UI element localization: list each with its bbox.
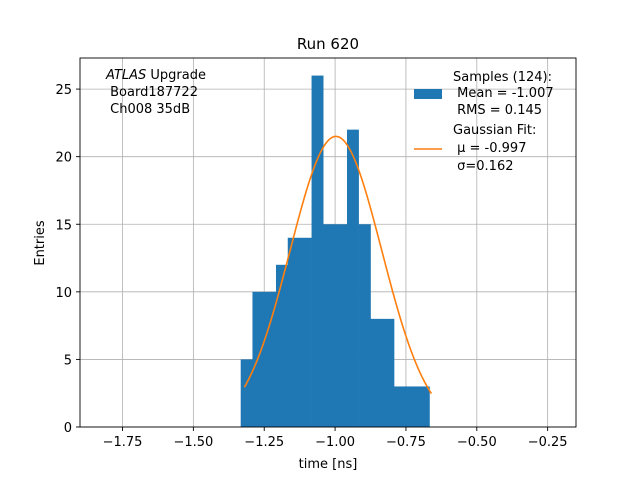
y-tick-label: 25 <box>55 83 72 98</box>
histogram-bar <box>370 318 383 427</box>
y-tick-label: 5 <box>64 353 72 368</box>
histogram-bar <box>287 237 300 427</box>
annotation-atlas: ATLAS <box>105 68 146 83</box>
legend-histogram-swatch <box>414 89 442 99</box>
y-axis-ticks: 0 5 10 15 20 25 <box>55 83 80 436</box>
x-tick-label: −0.50 <box>457 435 497 450</box>
x-tick-label: −0.25 <box>528 435 568 450</box>
x-tick-label: −1.75 <box>103 435 143 450</box>
x-tick-label: −1.25 <box>244 435 284 450</box>
histogram-bar <box>264 291 277 427</box>
legend-fit-line-1: Gaussian Fit: <box>453 123 536 138</box>
x-tick-label: −1.00 <box>315 435 355 450</box>
x-axis-ticks: −1.75 −1.50 −1.25 −1.00 −0.75 −0.50 −0.25 <box>103 427 568 450</box>
legend-hist-line-3: RMS = 0.145 <box>453 103 542 118</box>
annotation-line-2: Board187722 <box>106 85 198 100</box>
y-tick-label: 15 <box>55 218 72 233</box>
annotation-upgrade: Upgrade <box>146 68 206 83</box>
chart-title: Run 620 <box>297 35 359 53</box>
gaussian-fit-curve <box>243 135 433 395</box>
histogram-bar <box>275 264 289 427</box>
y-tick-label: 20 <box>55 151 72 166</box>
legend-fit-line-2: μ = -0.997 <box>453 141 526 156</box>
y-axis-label: Entries <box>33 220 48 266</box>
histogram-bar <box>394 386 407 427</box>
histogram-bar <box>323 224 336 427</box>
grid <box>80 58 576 428</box>
histogram-bar <box>335 224 348 427</box>
histogram-bar <box>358 224 371 427</box>
histogram-bar <box>311 75 324 428</box>
histogram-bar <box>417 386 430 427</box>
legend-hist-line-2: Mean = -1.007 <box>453 86 554 101</box>
annotation-line-1: ATLAS Upgrade <box>105 68 206 83</box>
x-axis-label: time [ns] <box>299 457 358 472</box>
legend-fit-line-3: σ=0.162 <box>453 159 513 174</box>
legend-hist-line-1: Samples (124): <box>453 70 552 85</box>
histogram-bar <box>346 129 359 427</box>
annotation-block: ATLAS Upgrade Board187722 Ch008 35dB <box>105 68 206 117</box>
x-tick-label: −0.75 <box>386 435 426 450</box>
histogram-bar <box>240 359 253 427</box>
legend: Samples (124): Mean = -1.007 RMS = 0.145… <box>414 70 554 174</box>
histogram-bar <box>299 237 312 427</box>
histogram-bar <box>405 386 419 427</box>
y-tick-label: 0 <box>64 421 72 436</box>
plot-frame <box>79 57 577 428</box>
y-tick-label: 10 <box>55 286 72 301</box>
histogram-bar <box>252 291 265 427</box>
histogram-bar <box>382 318 395 427</box>
x-tick-label: −1.50 <box>173 435 213 450</box>
annotation-line-3: Ch008 35dB <box>106 102 190 117</box>
